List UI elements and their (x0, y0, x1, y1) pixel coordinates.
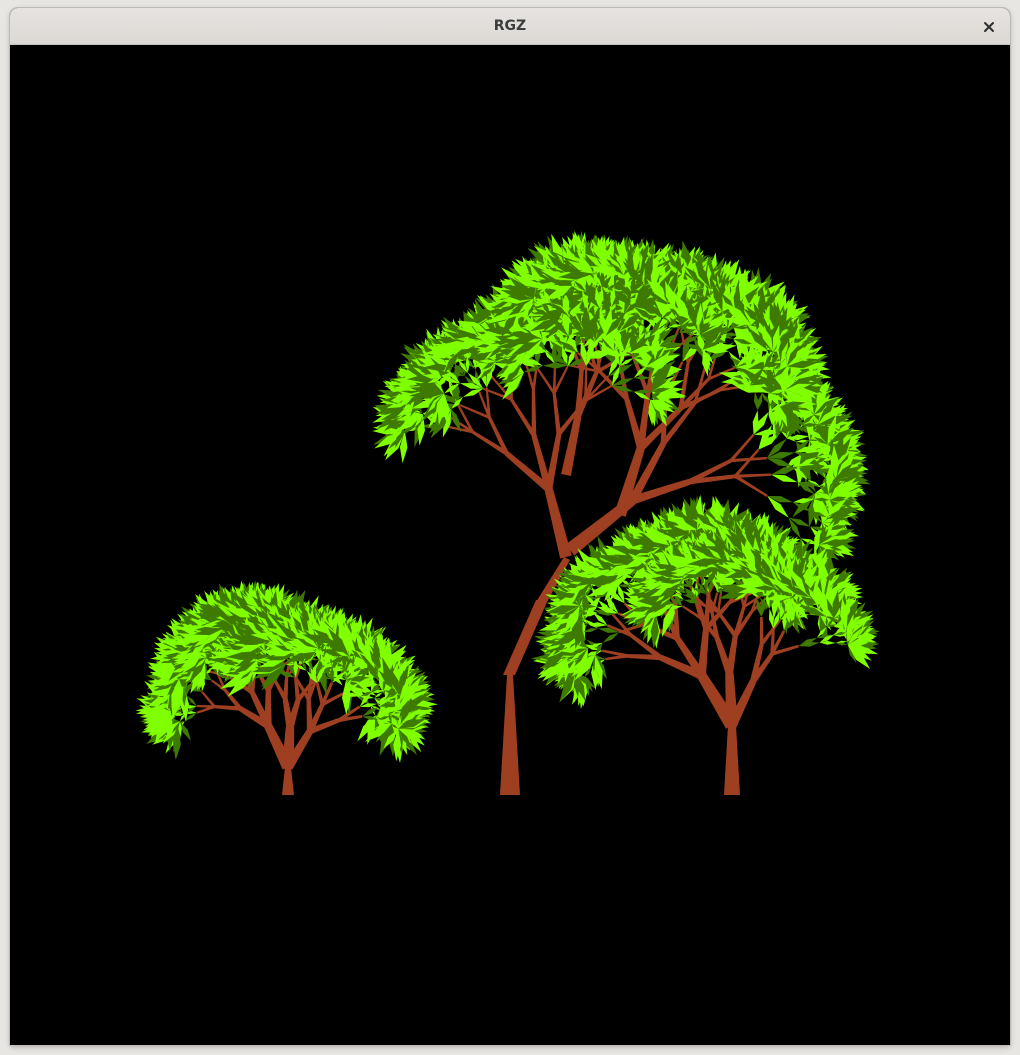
close-button[interactable] (978, 16, 1000, 38)
render-canvas[interactable] (10, 45, 1010, 1045)
tree-scene (135, 230, 881, 795)
small-tree-left (135, 580, 438, 795)
app-window: RGZ (10, 8, 1010, 1045)
tree-foliage (530, 494, 881, 709)
window-title: RGZ (493, 18, 527, 34)
tree-foliage (372, 230, 871, 592)
title-bar[interactable]: RGZ (10, 8, 1010, 45)
close-icon (984, 22, 994, 32)
tree-right (530, 494, 881, 795)
tall-tree-middle (372, 230, 871, 795)
tree-foliage (135, 580, 438, 764)
